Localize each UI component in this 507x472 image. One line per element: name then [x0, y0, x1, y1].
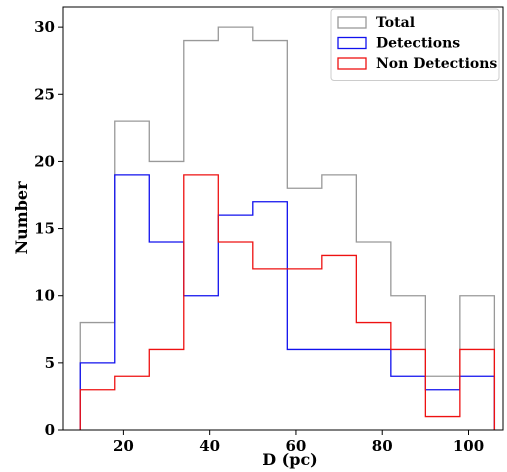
x-tick-label: 100: [453, 437, 484, 455]
y-tick-label: 10: [34, 287, 55, 305]
x-tick-label: 80: [372, 437, 393, 455]
series-1-outline: [79, 174, 496, 430]
y-axis-label: Number: [12, 181, 31, 255]
legend: Total Detections Non Detections: [330, 8, 500, 81]
y-tick-label: 15: [34, 220, 55, 238]
legend-label-0: Total: [376, 15, 415, 31]
x-tick-label: 60: [286, 437, 307, 455]
plot-frame: [62, 6, 504, 431]
y-tick-label: 30: [34, 18, 55, 36]
legend-label-2: Non Detections: [376, 56, 497, 72]
x-tick-label: 40: [199, 437, 220, 455]
legend-swatch-2: [337, 57, 367, 70]
x-tick-label: 20: [113, 437, 134, 455]
legend-box: [330, 8, 500, 81]
y-tick-label: 0: [45, 421, 55, 439]
y-tick-label: 25: [34, 85, 55, 103]
y-tick-label: 20: [34, 152, 55, 170]
legend-swatch-0: [337, 16, 367, 29]
legend-swatch-1: [337, 36, 367, 50]
plot-area: [62, 6, 504, 431]
x-axis-label: D (pc): [262, 450, 318, 469]
x-axis: 20 40 60 80 100: [113, 430, 484, 455]
y-axis: 0 5 10 15 20 25 30: [34, 18, 63, 439]
y-tick-label: 5: [45, 354, 55, 372]
legend-label-1: Detections: [376, 36, 460, 52]
series-2-outline: [79, 174, 496, 430]
